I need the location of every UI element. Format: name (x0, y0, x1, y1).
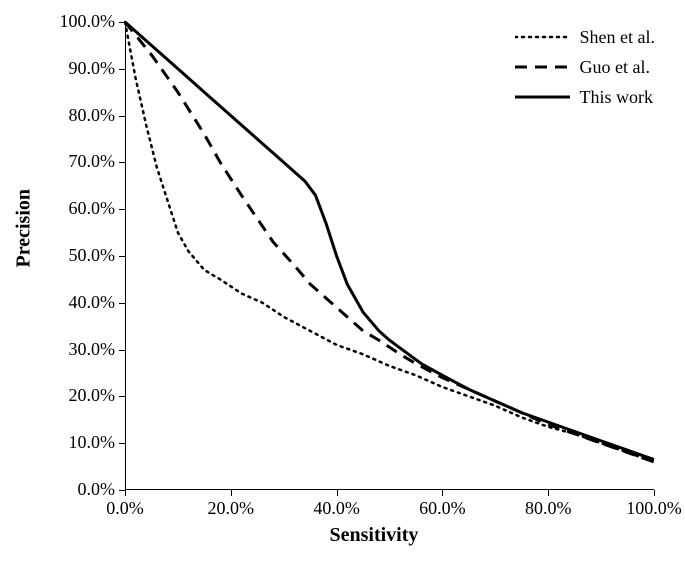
y-axis-label: Precision (13, 244, 36, 268)
y-tick-label: 50.0% (69, 245, 116, 266)
legend-item: This work (515, 82, 655, 112)
x-tick-mark (654, 490, 655, 496)
y-tick-mark (119, 443, 125, 444)
x-tick-label: 60.0% (419, 498, 466, 519)
y-tick-mark (119, 162, 125, 163)
y-tick-mark (119, 256, 125, 257)
legend: Shen et al. Guo et al. This work (515, 22, 655, 112)
y-tick-mark (119, 116, 125, 117)
y-tick-mark (119, 396, 125, 397)
legend-label: This work (580, 87, 654, 108)
y-tick-mark (119, 22, 125, 23)
y-tick-mark (119, 350, 125, 351)
legend-item: Guo et al. (515, 52, 655, 82)
legend-label: Shen et al. (580, 27, 655, 48)
y-tick-mark (119, 209, 125, 210)
y-tick-label: 100.0% (60, 11, 116, 32)
legend-swatch (515, 82, 570, 112)
legend-swatch (515, 22, 570, 52)
legend-label: Guo et al. (580, 57, 650, 78)
x-tick-mark (337, 490, 338, 496)
y-tick-label: 40.0% (69, 292, 116, 313)
x-tick-mark (231, 490, 232, 496)
y-tick-label: 80.0% (69, 105, 116, 126)
y-tick-mark (119, 303, 125, 304)
legend-item: Shen et al. (515, 22, 655, 52)
y-tick-label: 20.0% (69, 385, 116, 406)
x-tick-label: 80.0% (525, 498, 572, 519)
precision-sensitivity-chart: Precision Sensitivity 0.0% 10.0% 20.0% 30.0… (0, 0, 685, 571)
x-tick-mark (548, 490, 549, 496)
x-tick-label: 0.0% (106, 498, 144, 519)
x-tick-mark (125, 490, 126, 496)
y-tick-label: 60.0% (69, 198, 116, 219)
x-axis-label: Sensitivity (330, 524, 419, 547)
y-tick-label: 70.0% (69, 151, 116, 172)
y-tick-label: 0.0% (78, 479, 116, 500)
x-tick-label: 20.0% (208, 498, 255, 519)
x-tick-mark (442, 490, 443, 496)
x-tick-label: 40.0% (313, 498, 360, 519)
y-tick-label: 30.0% (69, 339, 116, 360)
x-tick-label: 100.0% (626, 498, 682, 519)
y-tick-label: 10.0% (69, 432, 116, 453)
y-tick-mark (119, 69, 125, 70)
y-tick-label: 90.0% (69, 58, 116, 79)
legend-swatch (515, 52, 570, 82)
